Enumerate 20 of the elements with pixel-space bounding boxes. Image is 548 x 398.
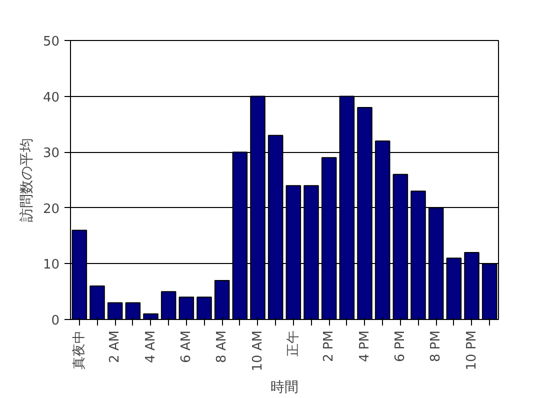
x-tick-label: 6 AM (178, 330, 194, 364)
x-tick-label: 真夜中 (70, 330, 87, 370)
x-tick-label: 8 AM (214, 330, 230, 364)
x-tick-label: 8 PM (428, 330, 444, 362)
x-tick-label: 10 PM (464, 330, 480, 370)
y-tick-label: 0 (51, 314, 60, 328)
y-tick-label: 10 (42, 258, 60, 273)
x-tick-label: 4 PM (357, 330, 372, 362)
y-tick-label: 20 (42, 202, 60, 217)
x-tick-label: 10 AM (250, 330, 266, 372)
x-tick-label: 2 AM (108, 330, 123, 364)
y-tick-label: 30 (42, 146, 60, 162)
y-tick-label: 40 (42, 90, 60, 106)
x-tick-label: 6 PM (392, 330, 408, 362)
x-tick-label: 2 PM (322, 330, 337, 362)
x-tick-label: 4 AM (143, 330, 158, 364)
x-tick-label: 正午 (286, 330, 301, 356)
x-axis-title: 時間 (270, 379, 298, 396)
y-tick-label: 50 (42, 34, 60, 50)
y-axis-title: 訪問数の平均 (18, 138, 35, 222)
